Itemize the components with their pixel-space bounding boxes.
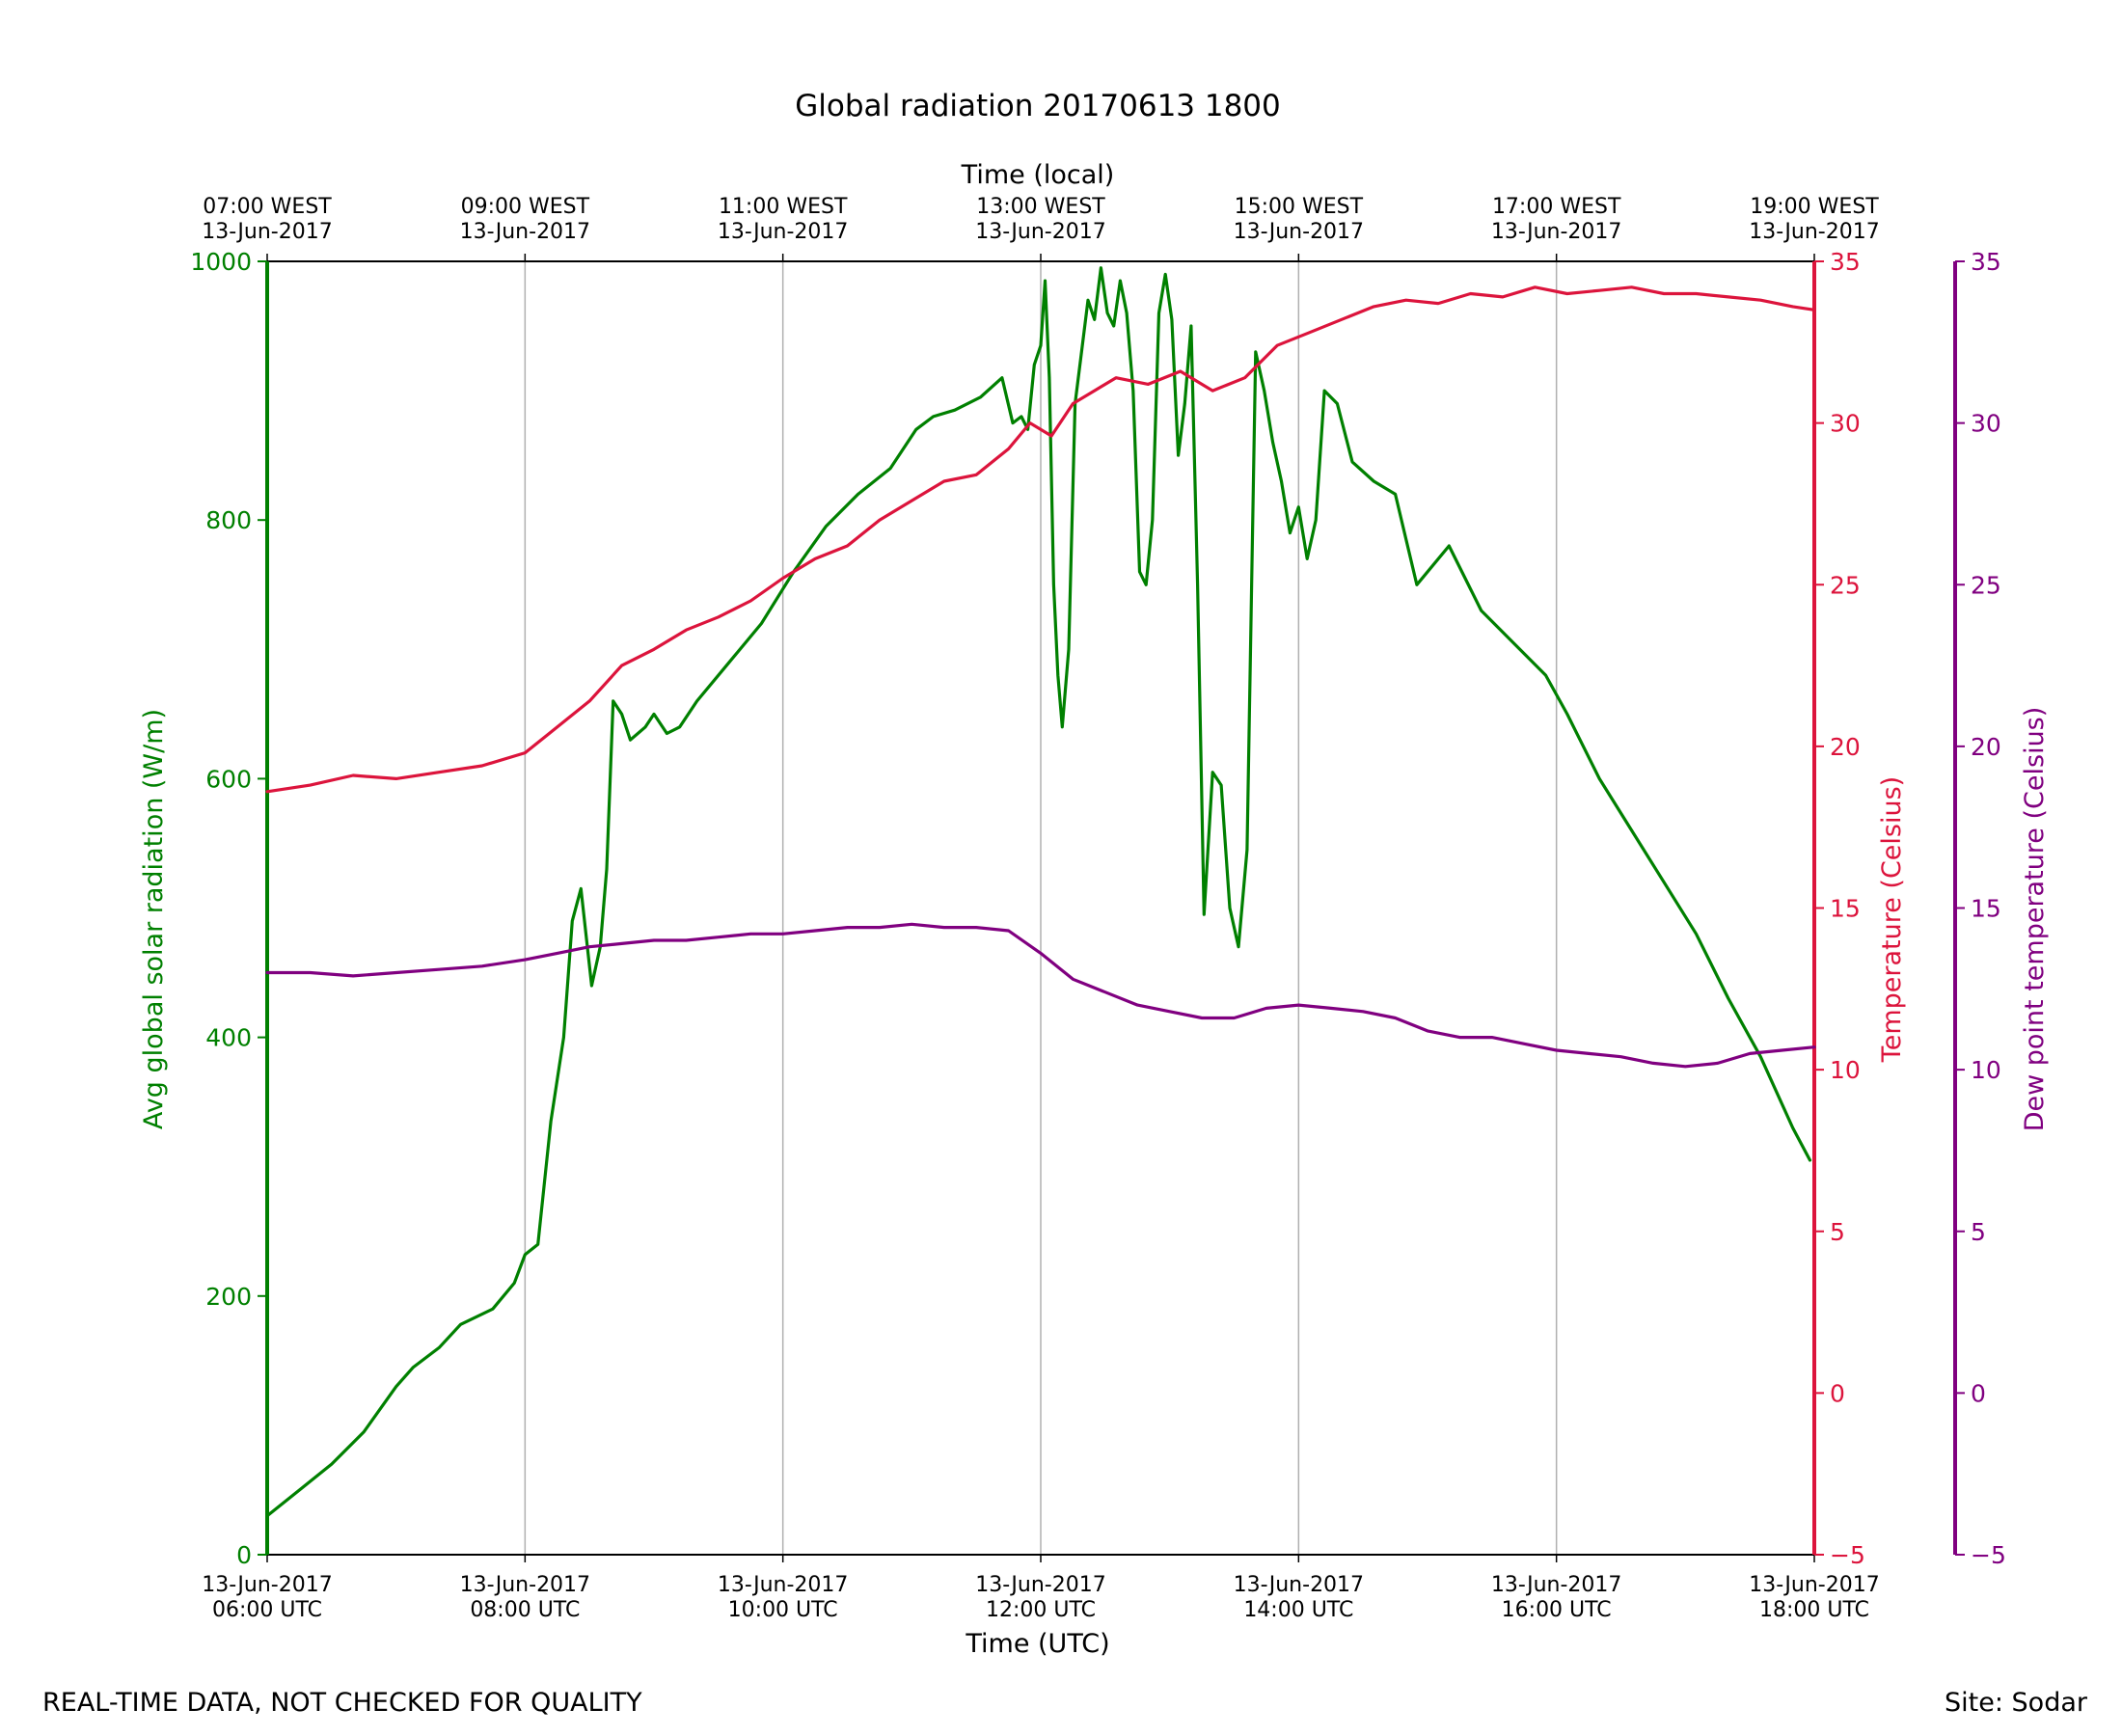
- dewpoint-tick-label: 35: [1971, 248, 2001, 276]
- chart-title: Global radiation 20170613 1800: [795, 89, 1281, 123]
- top-tick-label-time: 17:00 WEST: [1492, 195, 1621, 219]
- dewpoint-tick-label: 10: [1971, 1056, 2001, 1084]
- dewpoint-tick-label: 25: [1971, 571, 2001, 599]
- top-tick-label-date: 13-Jun-2017: [460, 220, 590, 244]
- temperature-tick-label: 35: [1830, 248, 1861, 276]
- x-tick-label-date: 13-Jun-2017: [975, 1573, 1105, 1597]
- x-tick-label-time: 06:00 UTC: [212, 1598, 322, 1622]
- dewpoint-tick-label: 5: [1971, 1218, 1986, 1246]
- top-tick-label-time: 11:00 WEST: [719, 195, 848, 219]
- top-tick-label-date: 13-Jun-2017: [718, 220, 848, 244]
- top-tick-label-date: 13-Jun-2017: [1749, 220, 1879, 244]
- x-tick-label-time: 18:00 UTC: [1759, 1598, 1869, 1622]
- dewpoint-tick-label: 30: [1971, 410, 2001, 438]
- series-line-radiation: [265, 266, 1812, 1518]
- series-line-dewpoint: [265, 922, 1816, 1069]
- x-tick-label-time: 12:00 UTC: [986, 1598, 1096, 1622]
- radiation-tick-label: 1000: [190, 248, 252, 276]
- x-tick-label-date: 13-Jun-2017: [202, 1573, 332, 1597]
- radiation-tick-label: 800: [205, 506, 252, 534]
- x-tick-label-date: 13-Jun-2017: [460, 1573, 590, 1597]
- quality-note: REAL-TIME DATA, NOT CHECKED FOR QUALITY: [42, 1688, 642, 1718]
- temperature-tick-label: 30: [1830, 410, 1861, 438]
- top-x-axis-label: Time (local): [961, 160, 1115, 190]
- x-tick-label-date: 13-Jun-2017: [1234, 1573, 1364, 1597]
- temperature-tick-label: 0: [1830, 1379, 1845, 1407]
- dewpoint-tick-label: 15: [1971, 895, 2001, 923]
- dewpoint-tick-label: −5: [1971, 1541, 2006, 1569]
- radiation-tick-label: 600: [205, 765, 252, 793]
- x-tick-label-date: 13-Jun-2017: [1491, 1573, 1621, 1597]
- y-axis-label-radiation: Avg global solar radiation (W/m): [139, 709, 169, 1129]
- x-tick-label-time: 16:00 UTC: [1502, 1598, 1612, 1622]
- top-tick-label-time: 09:00 WEST: [461, 195, 590, 219]
- bottom-x-axis-label: Time (UTC): [965, 1629, 1109, 1659]
- x-tick-label-time: 08:00 UTC: [470, 1598, 580, 1622]
- top-tick-label-date: 13-Jun-2017: [975, 220, 1105, 244]
- top-tick-label-time: 19:00 WEST: [1750, 195, 1879, 219]
- y-axis-label-temperature: Temperature (Celsius): [1877, 776, 1907, 1063]
- top-tick-label-date: 13-Jun-2017: [202, 220, 332, 244]
- top-tick-label-time: 13:00 WEST: [976, 195, 1105, 219]
- temperature-tick-label: 25: [1830, 571, 1861, 599]
- top-tick-label-date: 13-Jun-2017: [1234, 220, 1364, 244]
- top-tick-label-time: 07:00 WEST: [203, 195, 332, 219]
- y-axis-label-dewpoint: Dew point temperature (Celsius): [2020, 707, 2050, 1132]
- radiation-tick-label: 0: [236, 1541, 252, 1569]
- radiation-tick-label: 400: [205, 1024, 252, 1052]
- top-tick-label-date: 13-Jun-2017: [1491, 220, 1621, 244]
- radiation-tick-label: 200: [205, 1283, 252, 1311]
- x-tick-label-date: 13-Jun-2017: [718, 1573, 848, 1597]
- temperature-tick-label: 20: [1830, 733, 1861, 761]
- x-tick-label-date: 13-Jun-2017: [1749, 1573, 1879, 1597]
- temperature-tick-label: 10: [1830, 1056, 1861, 1084]
- x-tick-label-time: 14:00 UTC: [1243, 1598, 1353, 1622]
- temperature-tick-label: −5: [1830, 1541, 1865, 1569]
- dewpoint-tick-label: 20: [1971, 733, 2001, 761]
- top-tick-label-time: 15:00 WEST: [1235, 195, 1364, 219]
- x-tick-label-time: 10:00 UTC: [728, 1598, 838, 1622]
- temperature-tick-label: 15: [1830, 895, 1861, 923]
- dewpoint-tick-label: 0: [1971, 1379, 1986, 1407]
- site-label: Site: Sodar: [1945, 1688, 2088, 1718]
- temperature-tick-label: 5: [1830, 1218, 1845, 1246]
- series-line-temperature: [265, 285, 1816, 794]
